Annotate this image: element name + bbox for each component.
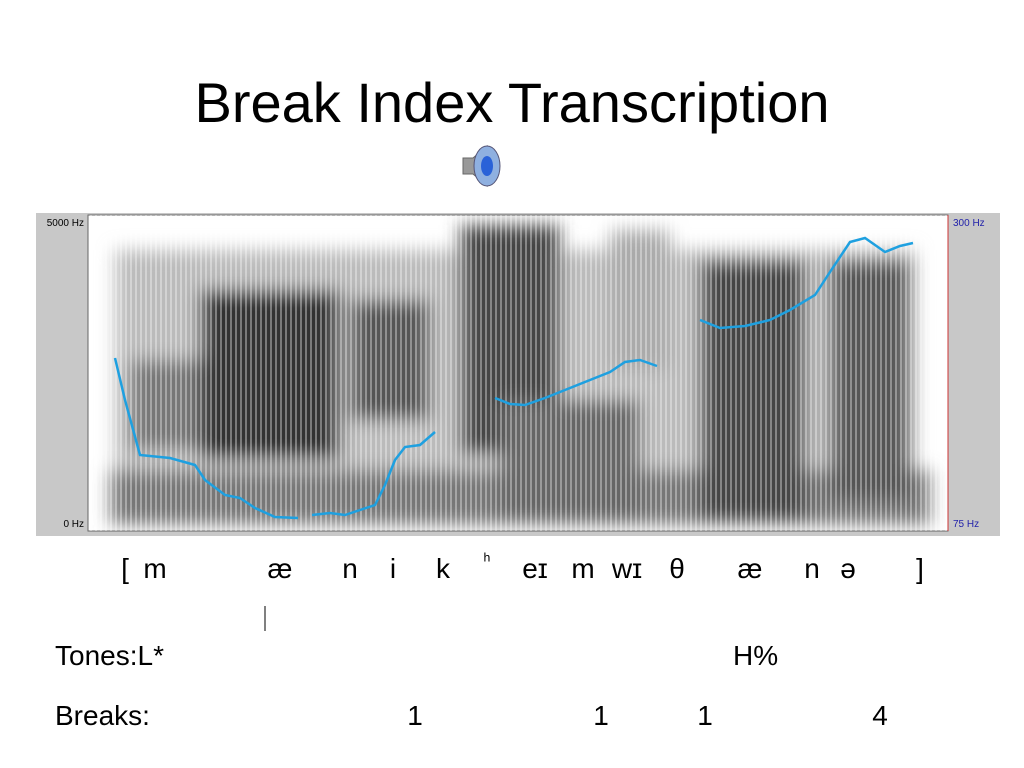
- freq-label: 0 Hz: [63, 519, 84, 530]
- pitch-label: 300 Hz: [953, 218, 985, 229]
- phone: ]: [916, 553, 924, 584]
- phone: n: [342, 553, 358, 584]
- breaks: 1 1 1 4: [407, 700, 888, 731]
- transcription: [m æ n i k ʰ eɪ m wɪ θ æ n ə]: [121, 550, 924, 584]
- phone: k: [436, 553, 451, 584]
- phone: θ: [669, 553, 685, 584]
- break-index: 1: [407, 700, 423, 731]
- break-index: 4: [872, 700, 888, 731]
- tone: H%: [733, 640, 778, 671]
- phone: m: [571, 553, 594, 584]
- phone: [: [121, 553, 129, 584]
- phone: eɪ: [522, 553, 548, 584]
- freq-label: 5000 Hz: [47, 218, 84, 229]
- phone: m: [143, 553, 166, 584]
- pitch-track: [113, 236, 914, 520]
- spectrogram: [88, 215, 948, 531]
- pitch-label: 75 Hz: [953, 519, 979, 530]
- phone: æ: [738, 553, 763, 584]
- phone: ə: [840, 553, 856, 584]
- speaker-icon[interactable]: [462, 144, 501, 188]
- tones-label: Tones:L*: [55, 640, 164, 671]
- phone: wɪ: [611, 553, 642, 584]
- phone: n: [804, 553, 820, 584]
- break-index: 1: [593, 700, 609, 731]
- break-index: 1: [697, 700, 713, 731]
- breaks-label: Breaks:: [55, 700, 150, 731]
- phone: æ: [268, 553, 293, 584]
- phone: i: [390, 553, 396, 584]
- phone: ʰ: [484, 550, 491, 570]
- tones: H%: [733, 640, 778, 671]
- title: Break Index Transcription: [195, 71, 830, 134]
